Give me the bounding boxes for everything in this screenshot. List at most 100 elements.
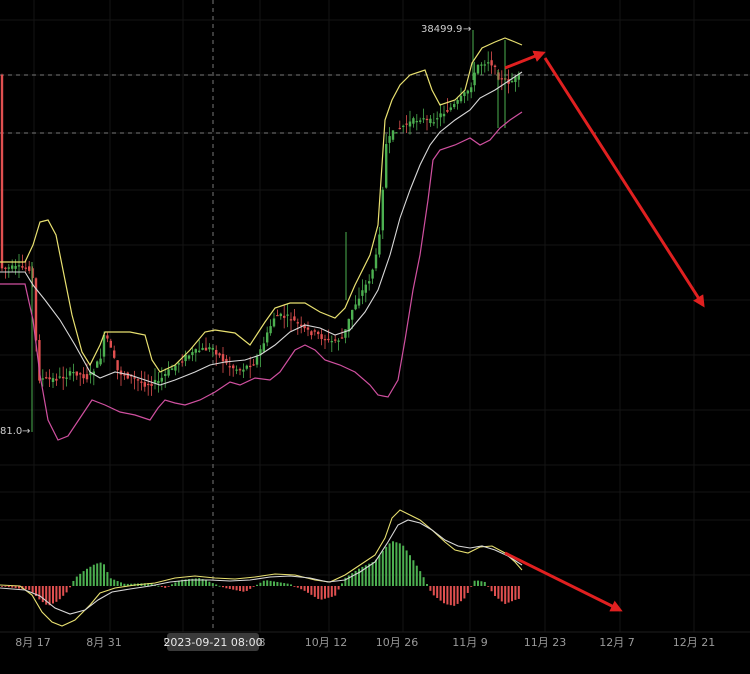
- macd-bar: [293, 586, 296, 587]
- macd-bar: [347, 575, 350, 586]
- bollinger-upper: [0, 37, 523, 373]
- macd-bar: [69, 586, 71, 588]
- candle-body: [147, 383, 150, 386]
- macd-bar: [130, 583, 133, 586]
- candle-body: [208, 347, 211, 350]
- macd-bar: [361, 566, 364, 586]
- macd-bar: [259, 582, 262, 586]
- macd-bar: [494, 586, 496, 596]
- candle-body: [463, 92, 466, 97]
- candle-body: [378, 234, 381, 255]
- candle-body: [388, 136, 391, 143]
- macd-bar: [466, 586, 469, 593]
- macd-bar: [317, 586, 320, 599]
- candle-body: [17, 265, 21, 267]
- macd-bar: [303, 586, 306, 591]
- candle-body: [259, 349, 262, 356]
- macd-bar: [109, 578, 112, 586]
- candle-body: [150, 383, 153, 386]
- candle-body: [398, 127, 401, 130]
- macd-bar: [52, 586, 54, 604]
- macd-bar: [160, 586, 163, 587]
- macd-bar: [283, 583, 286, 586]
- candle-body: [201, 347, 204, 350]
- macd-bar: [480, 581, 483, 586]
- macd-bar: [4, 586, 7, 587]
- macd-bar: [398, 543, 401, 586]
- candle-body: [371, 269, 374, 279]
- candle-body: [480, 64, 483, 66]
- candle-body: [272, 318, 276, 327]
- macd-bar: [511, 586, 513, 602]
- x-tick-label: 12月 21: [673, 636, 716, 649]
- macd-bar: [194, 578, 197, 586]
- macd-bar: [96, 563, 99, 586]
- candle-body: [58, 376, 61, 378]
- macd-bar: [181, 579, 184, 586]
- macd-bar: [171, 584, 173, 586]
- candle-body: [157, 380, 160, 384]
- macd-bar: [106, 572, 109, 586]
- x-tick-label: 11月 23: [524, 636, 567, 649]
- candle-body: [493, 65, 497, 68]
- candle-body: [446, 110, 449, 112]
- candle-body: [194, 349, 197, 353]
- candle-body: [102, 334, 106, 357]
- x-tick-label: 2023-09-21 08:00: [163, 636, 262, 649]
- macd-bar: [273, 581, 275, 586]
- candle-body: [34, 278, 38, 341]
- candle-body: [310, 331, 313, 336]
- x-tick-label: 10月 12: [305, 636, 348, 649]
- candle-body: [429, 118, 432, 124]
- candle-body: [245, 365, 248, 369]
- macd-bar: [198, 578, 201, 586]
- macd-bar: [72, 580, 75, 586]
- macd-bar: [432, 586, 435, 596]
- macd-bar: [65, 586, 68, 593]
- macd-histogram: [1, 541, 520, 606]
- macd-bar: [249, 586, 252, 589]
- candle-body: [351, 309, 354, 320]
- candle-body: [65, 377, 68, 379]
- candle-body: [334, 339, 337, 341]
- macd-bar: [460, 586, 462, 602]
- macd-bar: [48, 586, 51, 606]
- candle-body: [75, 371, 78, 376]
- candle-body: [368, 281, 371, 284]
- candle-body: [160, 377, 163, 382]
- candle-body: [211, 347, 214, 350]
- candle-body: [126, 372, 129, 379]
- candle-body: [109, 340, 112, 348]
- macd-bar: [378, 555, 381, 586]
- macd-bar: [456, 586, 459, 604]
- x-tick-label: 12月 7: [599, 636, 635, 649]
- macd-bar: [86, 568, 88, 586]
- macd-bar: [14, 586, 17, 589]
- macd-bar: [337, 586, 340, 590]
- candle-body: [269, 326, 272, 334]
- candle-body: [361, 290, 364, 296]
- macd-bar: [388, 543, 391, 586]
- candle-body: [453, 104, 456, 108]
- candle-body: [470, 87, 473, 93]
- macd-bar: [45, 586, 48, 605]
- candle-body: [432, 122, 435, 124]
- candle-body: [344, 329, 347, 338]
- macd-bar: [28, 586, 31, 590]
- candle-body: [283, 315, 286, 318]
- candle-body: [402, 125, 405, 127]
- down-arrow-price: [543, 57, 705, 308]
- macd-bar: [279, 582, 282, 586]
- macd-bar: [201, 579, 204, 586]
- candle-body: [24, 267, 27, 269]
- macd-bar: [164, 586, 167, 588]
- macd-bar: [113, 579, 116, 586]
- macd-bar: [307, 586, 309, 593]
- macd-bar: [514, 586, 517, 600]
- candle-body: [7, 267, 10, 269]
- macd-bar: [225, 586, 228, 589]
- macd-bar: [256, 584, 258, 586]
- macd-bar: [375, 559, 377, 586]
- candle-body: [191, 352, 194, 356]
- candle-body: [221, 354, 225, 362]
